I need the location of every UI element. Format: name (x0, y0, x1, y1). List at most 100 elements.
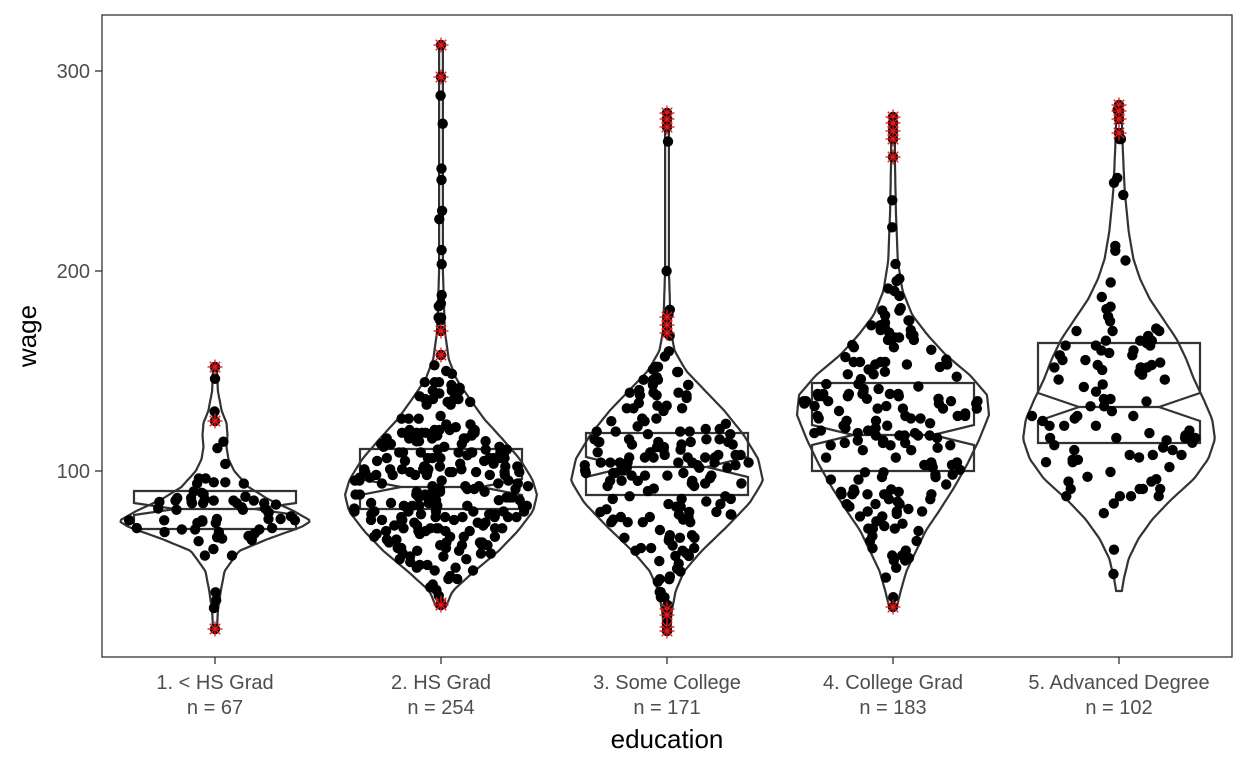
data-point (480, 436, 491, 447)
data-point (480, 444, 491, 455)
data-point (475, 548, 487, 559)
data-point (213, 526, 225, 538)
outlier-marker (433, 37, 449, 53)
data-point (266, 522, 278, 534)
data-point (415, 447, 426, 458)
data-point (396, 514, 407, 526)
data-point (893, 388, 904, 400)
data-point (220, 477, 231, 488)
data-point (1133, 452, 1145, 463)
data-point (580, 467, 591, 479)
x-tick-n-label: n = 171 (633, 697, 700, 719)
data-point (1134, 367, 1145, 378)
data-point (664, 530, 676, 541)
data-point (855, 373, 867, 385)
data-point (894, 305, 905, 316)
data-point (450, 562, 461, 573)
data-point (817, 391, 829, 402)
data-point (522, 481, 534, 492)
data-point (701, 434, 712, 445)
data-point (835, 486, 847, 497)
outlier-marker (207, 359, 223, 375)
data-point (1090, 386, 1102, 397)
data-point (1106, 406, 1118, 417)
data-point (730, 449, 741, 461)
data-point (685, 436, 696, 448)
y-tick-label: 300 (57, 61, 90, 83)
data-point (903, 503, 914, 515)
data-point (1096, 291, 1108, 303)
data-point (1142, 362, 1153, 373)
data-point (932, 442, 943, 453)
data-point (689, 542, 700, 554)
data-point (389, 520, 400, 531)
data-point (866, 320, 877, 331)
data-point (624, 491, 635, 502)
data-point (647, 364, 659, 375)
data-point (454, 385, 465, 396)
data-point (670, 550, 681, 562)
outlier-marker (659, 623, 675, 639)
data-point (354, 472, 365, 483)
x-tick-n-label: n = 102 (1085, 697, 1152, 719)
data-point (411, 436, 422, 447)
data-point (1167, 444, 1178, 456)
data-point (469, 424, 480, 436)
data-point (208, 543, 219, 555)
data-point (722, 462, 733, 473)
data-point (884, 388, 896, 400)
data-point (906, 445, 917, 456)
data-point (809, 400, 820, 412)
data-point (887, 222, 898, 233)
data-point (877, 305, 888, 316)
data-point (862, 506, 873, 517)
data-point (879, 520, 890, 532)
data-point (209, 373, 221, 384)
data-point (193, 536, 204, 547)
data-point (455, 458, 466, 469)
data-point (176, 524, 187, 535)
data-point (915, 413, 926, 424)
data-point (448, 514, 460, 526)
data-point (892, 496, 903, 507)
data-point (480, 517, 491, 528)
data-point (1128, 410, 1139, 422)
x-axis: 1. < HS Grad n = 67 2. HS Grad n = 254 3. So… (156, 657, 1210, 719)
data-point (678, 514, 689, 525)
data-point (700, 452, 711, 463)
data-point (725, 429, 736, 440)
data-point (376, 478, 388, 489)
data-point (630, 545, 641, 556)
data-point (916, 506, 928, 517)
y-axis: 100 200 300 (57, 61, 102, 483)
data-point (667, 540, 678, 551)
data-point (441, 365, 452, 377)
data-point (440, 525, 451, 537)
data-point (1125, 491, 1137, 502)
data-point (941, 479, 952, 490)
data-point (809, 427, 820, 439)
data-point (473, 481, 485, 492)
data-point (945, 396, 957, 407)
data-point (380, 525, 392, 537)
data-point (853, 474, 864, 485)
data-point (474, 537, 486, 548)
data-point (199, 550, 211, 561)
data-point (900, 545, 911, 556)
data-point (878, 435, 889, 446)
data-point (237, 504, 249, 515)
data-point (423, 464, 434, 475)
data-point (908, 334, 920, 346)
data-point (365, 514, 377, 526)
data-point (397, 447, 409, 458)
data-point (263, 513, 274, 525)
data-point (638, 374, 649, 385)
data-point (1108, 544, 1120, 555)
data-point (502, 511, 514, 523)
data-point (419, 489, 431, 500)
data-point (686, 478, 697, 489)
data-point (1144, 427, 1155, 439)
data-point (1097, 379, 1108, 390)
data-point (396, 413, 407, 424)
data-point (676, 493, 687, 505)
